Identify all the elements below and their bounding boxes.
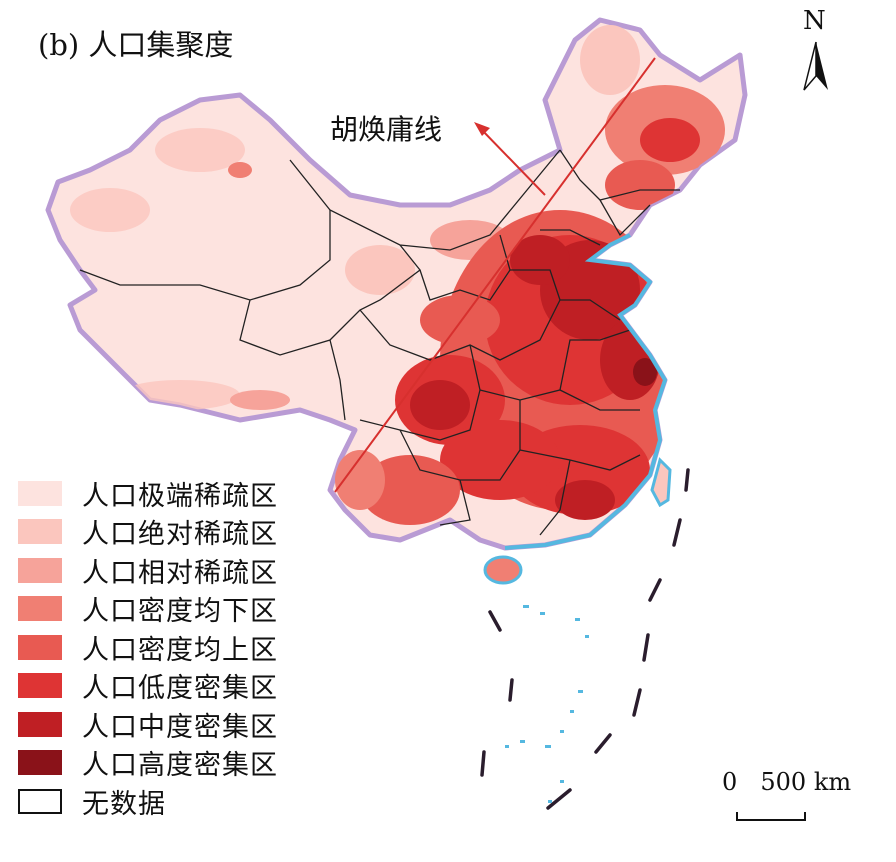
legend-swatch [18,788,62,814]
coastline [504,233,668,550]
taiwan [650,457,672,508]
legend-swatch [18,480,62,506]
scale-bar: 0 500 km [722,768,852,821]
legend-item: 人口密度均下区 [18,590,278,629]
legend-label: 无数据 [82,788,166,820]
north-arrow-icon [803,41,828,91]
density-zones [70,25,725,525]
legend-label: 人口中度密集区 [82,711,278,743]
legend-label: 人口绝对稀疏区 [82,519,278,551]
legend-swatch [18,673,62,699]
nine-dash-line [480,468,690,810]
legend-swatch [18,596,62,622]
legend-item: 人口绝对稀疏区 [18,513,278,552]
hu-line-arrow [479,127,546,196]
hu-line-arrowhead [474,122,490,136]
legend: 人口极端稀疏区 人口绝对稀疏区 人口相对稀疏区 人口密度均下区 人口密度均上区 人口低度密… [18,474,278,821]
legend-swatch [18,750,62,776]
hu-line-label: 胡焕庸线 [330,113,443,146]
legend-item: 人口相对稀疏区 [18,551,278,590]
legend-label: 人口低度密集区 [82,673,278,705]
north-letter: N [803,6,826,36]
legend-label: 人口极端稀疏区 [82,480,278,512]
legend-item: 人口极端稀疏区 [18,474,278,513]
legend-item: 无数据 [18,782,278,821]
hainan [483,555,523,585]
legend-item: 人口低度密集区 [18,667,278,706]
legend-item: 人口密度均上区 [18,628,278,667]
legend-item: 人口中度密集区 [18,705,278,744]
legend-label: 人口高度密集区 [82,750,278,782]
islands [505,605,589,803]
legend-swatch [18,634,62,660]
legend-swatch [18,711,62,737]
legend-label: 人口密度均下区 [82,596,278,628]
scale-distance: 500 km [760,768,852,796]
map-title: (b) 人口集聚度 [38,28,234,62]
scale-zero: 0 [722,768,738,796]
hu-huanyong-line [334,57,656,493]
legend-swatch [18,557,62,583]
legend-label: 人口相对稀疏区 [82,557,278,589]
legend-item: 人口高度密集区 [18,744,278,783]
scale-bar-line [736,812,806,821]
province-boundaries [79,149,680,536]
legend-label: 人口密度均上区 [82,634,278,666]
legend-swatch [18,519,62,545]
